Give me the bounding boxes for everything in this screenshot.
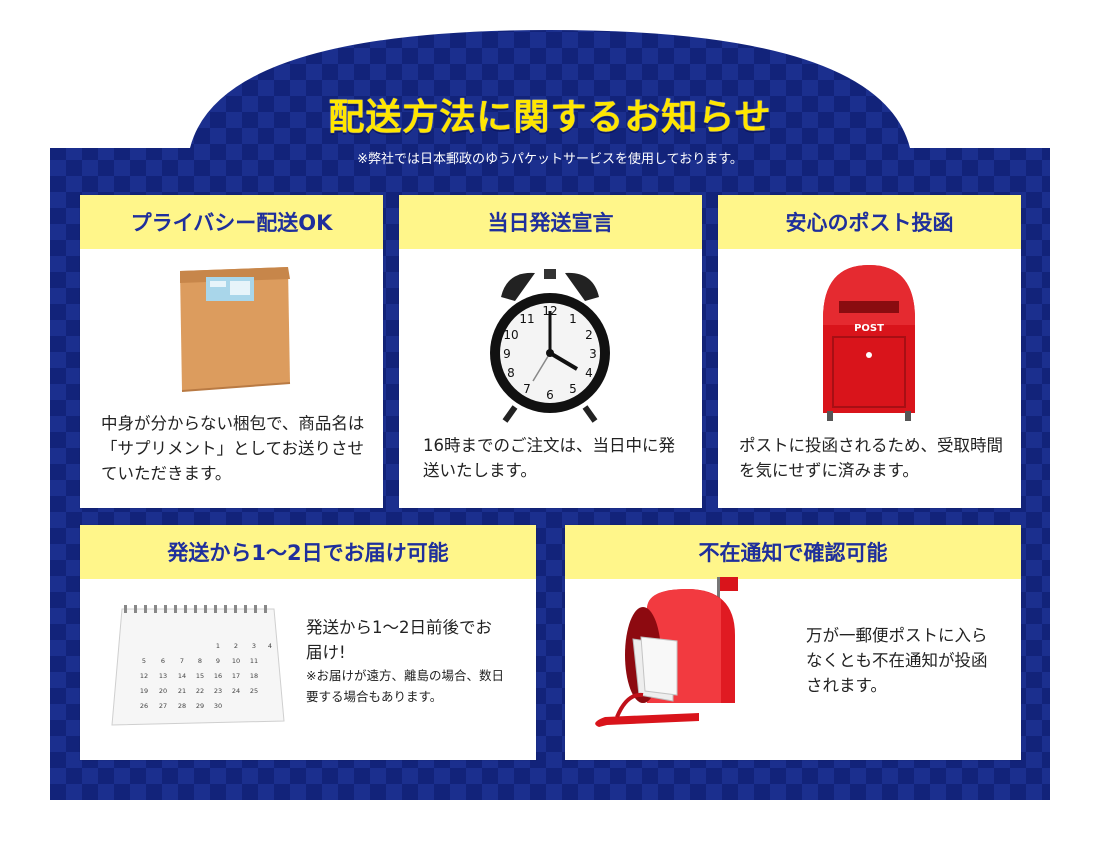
card-body: 中身が分からない梱包で、商品名は「サプリメント」としてお送りさせていただきます。	[101, 414, 365, 483]
svg-text:5: 5	[142, 657, 146, 665]
card-note: ※お届けが遠方、離島の場合、数日要する場合もあります。	[306, 668, 504, 704]
card-same-day: 当日発送宣言 12 1 2 3 4 5 6 7 8 9 10 11 16時	[399, 195, 702, 508]
svg-text:17: 17	[232, 672, 240, 680]
card-body: 発送から1～2日前後でお届け!	[306, 618, 492, 662]
mailbox-icon	[595, 577, 738, 727]
card-heading: 発送から1～2日でお届け可能	[80, 525, 536, 579]
svg-text:7: 7	[523, 382, 531, 396]
svg-text:3: 3	[252, 642, 256, 650]
svg-text:29: 29	[196, 702, 204, 710]
post-box-icon: POST	[823, 265, 915, 421]
card-post-box: 安心のポスト投函 POST ポストに投函されるため、受取時間を気にせずに済みます…	[718, 195, 1021, 508]
svg-text:4: 4	[585, 366, 593, 380]
svg-text:2: 2	[234, 642, 238, 650]
svg-text:5: 5	[569, 382, 577, 396]
svg-text:12: 12	[140, 672, 148, 680]
post-label: POST	[854, 323, 884, 334]
svg-text:30: 30	[214, 702, 222, 710]
svg-text:9: 9	[216, 657, 220, 665]
notice-board: 配送方法に関するお知らせ ※弊社では日本郵政のゆうパケットサービスを使用しており…	[50, 0, 1050, 800]
svg-text:1: 1	[569, 312, 577, 326]
svg-text:9: 9	[503, 347, 511, 361]
card-heading: 不在通知で確認可能	[565, 525, 1021, 579]
svg-text:16: 16	[214, 672, 222, 680]
svg-text:21: 21	[178, 687, 186, 695]
svg-text:15: 15	[196, 672, 204, 680]
card-body: ポストに投函されるため、受取時間を気にせずに済みます。	[739, 436, 1003, 480]
card-heading: 当日発送宣言	[399, 195, 702, 249]
svg-text:14: 14	[178, 672, 186, 680]
svg-text:22: 22	[196, 687, 204, 695]
svg-text:25: 25	[250, 687, 258, 695]
svg-text:11: 11	[519, 312, 534, 326]
card-body: 16時までのご注文は、当日中に発送いたします。	[423, 436, 675, 480]
svg-text:7: 7	[180, 657, 184, 665]
svg-text:26: 26	[140, 702, 148, 710]
svg-text:2: 2	[585, 328, 593, 342]
svg-text:1: 1	[216, 642, 220, 650]
card-heading: 安心のポスト投函	[718, 195, 1021, 249]
page-subtitle: ※弊社では日本郵政のゆうパケットサービスを使用しております。	[357, 152, 743, 167]
svg-text:8: 8	[507, 366, 515, 380]
svg-text:23: 23	[214, 687, 222, 695]
svg-text:27: 27	[159, 702, 167, 710]
svg-text:28: 28	[178, 702, 186, 710]
svg-text:6: 6	[546, 388, 554, 402]
svg-text:11: 11	[250, 657, 258, 665]
card-body: 万が一郵便ポストに入らなくとも不在通知が投函されます。	[806, 626, 988, 695]
card-body-wrap: 発送から1～2日前後でお届け! ※お届けが遠方、離島の場合、数日要する場合もあり…	[306, 615, 526, 707]
svg-text:10: 10	[232, 657, 240, 665]
page-title: 配送方法に関するお知らせ	[328, 97, 772, 138]
svg-text:20: 20	[159, 687, 167, 695]
envelope-package-icon	[180, 267, 291, 392]
alarm-clock-icon: 12 1 2 3 4 5 6 7 8 9 10 11	[490, 269, 610, 423]
svg-text:4: 4	[268, 642, 272, 650]
svg-text:24: 24	[232, 687, 240, 695]
svg-text:3: 3	[589, 347, 597, 361]
svg-text:18: 18	[250, 672, 258, 680]
svg-text:10: 10	[503, 328, 518, 342]
svg-text:19: 19	[140, 687, 148, 695]
svg-text:6: 6	[161, 657, 165, 665]
svg-text:13: 13	[159, 672, 167, 680]
svg-text:8: 8	[198, 657, 202, 665]
card-absence-notice: 不在通知で確認可能 万が一郵便ポストに入らなくとも不在通知が投函されます。	[565, 525, 1021, 760]
card-privacy: プライバシー配送OK 中身が分からない梱包で、商品名は「サプリメント」としてお送…	[80, 195, 383, 508]
card-heading: プライバシー配送OK	[80, 195, 383, 249]
